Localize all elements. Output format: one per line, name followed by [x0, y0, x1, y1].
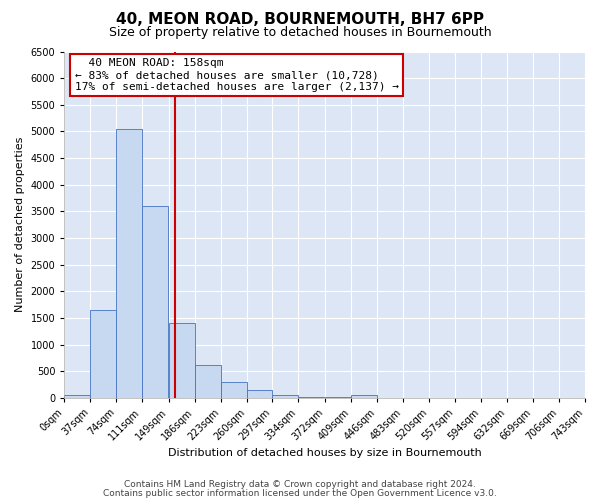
Y-axis label: Number of detached properties: Number of detached properties — [15, 137, 25, 312]
Bar — [247, 390, 272, 398]
Bar — [90, 310, 116, 398]
Bar — [272, 396, 298, 398]
Text: Contains HM Land Registry data © Crown copyright and database right 2024.: Contains HM Land Registry data © Crown c… — [124, 480, 476, 489]
Bar — [351, 396, 377, 398]
Bar — [194, 366, 221, 398]
Bar — [142, 206, 168, 398]
X-axis label: Distribution of detached houses by size in Bournemouth: Distribution of detached houses by size … — [168, 448, 482, 458]
Text: 40 MEON ROAD: 158sqm
← 83% of detached houses are smaller (10,728)
17% of semi-d: 40 MEON ROAD: 158sqm ← 83% of detached h… — [75, 58, 399, 92]
Bar — [116, 129, 142, 398]
Text: Contains public sector information licensed under the Open Government Licence v3: Contains public sector information licen… — [103, 488, 497, 498]
Text: 40, MEON ROAD, BOURNEMOUTH, BH7 6PP: 40, MEON ROAD, BOURNEMOUTH, BH7 6PP — [116, 12, 484, 28]
Text: Size of property relative to detached houses in Bournemouth: Size of property relative to detached ho… — [109, 26, 491, 39]
Bar — [64, 396, 90, 398]
Bar — [221, 382, 247, 398]
Bar — [169, 324, 194, 398]
Bar — [298, 397, 325, 398]
